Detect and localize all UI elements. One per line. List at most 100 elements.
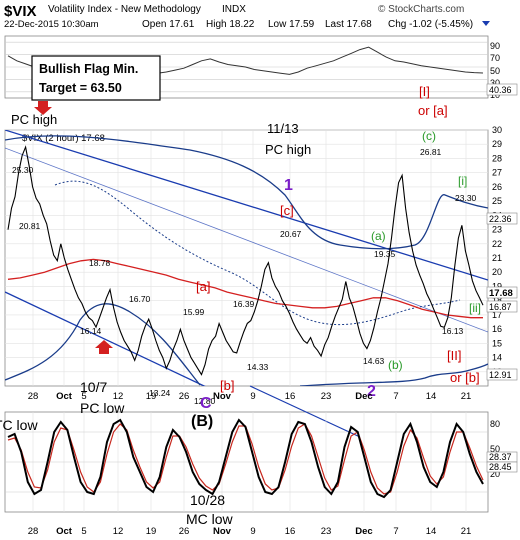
price-tick-label: 26 [492,182,502,192]
price-x-label: Dec [355,391,372,402]
readout-1687: 16.87 [489,302,512,312]
stoch-x-label: Dec [355,526,372,537]
pc-high-mid: PC high [265,142,311,157]
pc-low: PC low [80,400,125,416]
stoch-readout-1: 28.37 [489,452,512,462]
price-x-label: Oct [56,391,73,402]
value-label-1324: 13.24 [149,388,171,398]
value-label-1878: 18.78 [89,258,111,268]
price-x-label: Nov [213,391,232,402]
price-tick-label: 30 [492,125,502,135]
pc-high-date: 11/13 [267,121,299,136]
value-label-2330: 23.30 [455,193,477,203]
stoch-x-label: 19 [146,526,157,537]
channel-mid [5,147,488,333]
price-x-label: 21 [461,391,472,402]
flag-target-box: Bullish Flag Min. Target = 63.50 [31,55,161,101]
arrow-down-icon [34,101,52,115]
moving-average-line [7,258,483,319]
stoch-x-label: Nov [213,526,232,537]
rsi-tick-70: 70 [490,53,500,63]
wave-annotations: PC high 11/13 PC high 1 [c] [a] [b] C (a… [11,84,481,416]
value-label-1613: 16.13 [442,326,464,336]
channel-upper [5,130,488,281]
price-x-label: 19 [146,391,157,402]
watermark: © StockCharts.com [378,4,464,15]
stoch-x-label: 9 [250,526,255,537]
wave-c-purple: C [200,395,212,412]
readout-1768: 17.68 [489,288,513,299]
dropdown-arrow-icon[interactable] [482,21,490,26]
readout-1291: 12.91 [489,370,512,380]
exchange: INDX [222,4,246,15]
price-tick-label: 18 [492,296,502,306]
mc-date: 10/28 [190,492,225,508]
stoch-fast-line [7,418,484,499]
wave-c-red: [c] [280,203,294,218]
wave-a-red: [a] [196,279,210,294]
stoch-x-label: 12 [113,526,124,537]
value-label-2081: 20.81 [19,221,41,231]
price-tick-labels: 302928272625242322212019181716151413 [492,125,502,377]
price-tick-label: 16 [492,324,502,334]
price-x-label: 23 [321,391,332,402]
price-x-axis-labels: 28 Oct 5 12 19 26 Nov 9 16 23 Dec 7 14 21 [28,391,472,402]
price-x-label: 26 [179,391,190,402]
last-value: Last 17.68 [325,19,372,30]
price-value-labels: 25.30 20.81 18.78 16.70 16.14 15.99 16.3… [12,147,477,406]
channel-lower [5,291,206,386]
value-label-2681: 26.81 [420,147,442,157]
price-tick-label: 27 [492,168,502,178]
low-value: Low 17.59 [268,19,315,30]
price-x-label: 28 [28,391,39,402]
stoch-x-label: 7 [393,526,398,537]
stoch-annotations: TC low (B) 10/28 MC low [0,413,234,527]
price-tick-label: 19 [492,281,502,291]
price-x-label: 14 [426,391,437,402]
wave-or-a: or [a] [418,103,448,118]
symbol: $VIX [4,3,37,20]
stoch-x-label: 28 [28,526,39,537]
price-x-label: 9 [250,391,255,402]
stoch-readouts: 28.37 28.45 [486,451,518,473]
value-label-1670: 16.70 [129,294,151,304]
right-readouts: 22.36 17.68 16.87 12.91 [486,212,518,381]
price-tick-label: 14 [492,353,502,363]
stoch-tick-20: 20 [490,469,500,479]
price-x-label: 5 [81,391,86,402]
price-line [7,145,484,376]
value-label-1463: 14.63 [363,356,385,366]
wave-or-b: or [b] [450,370,480,385]
stoch-readout-2: 28.45 [489,462,512,472]
lower-band [5,303,201,386]
value-label-1935: 19.35 [374,249,396,259]
wave-ii-green: [ii] [469,301,481,315]
rsi-tick-50: 50 [490,66,500,76]
price-x-label: 7 [393,391,398,402]
low-date: 10/7 [80,379,107,395]
flag-title: Bullish Flag Min. [39,62,138,76]
channel-extension [249,385,361,438]
value-label-2530: 25.30 [12,165,34,175]
stoch-tick-labels: 80 50 20 [490,419,500,479]
stoch-x-label: 5 [81,526,86,537]
price-tick-label: 28 [492,153,502,163]
b-label: (B) [191,413,213,430]
value-label-1433: 14.33 [247,362,269,372]
arrow-up-icon [95,340,113,354]
price-tick-label: 17 [492,310,502,320]
wave-a-green: (a) [371,229,386,243]
instrument-name: Volatility Index - New Methodology [48,4,201,15]
price-tick-label: 25 [492,196,502,206]
price-tick-label: 23 [492,225,502,235]
price-grid [5,129,488,386]
mc-low: MC low [186,511,234,527]
value-label-1599: 15.99 [183,307,205,317]
value-label-1280: 12.80 [194,396,216,406]
price-tick-label: 20 [492,267,502,277]
stoch-x-axis-labels: 28 Oct 5 12 19 26 Nov 9 16 23 Dec 7 14 21 [28,526,472,537]
price-x-label: 12 [113,391,124,402]
rsi-readout: 40.36 [486,83,518,96]
stoch-x-label: 16 [285,526,296,537]
upper-band [5,135,488,250]
